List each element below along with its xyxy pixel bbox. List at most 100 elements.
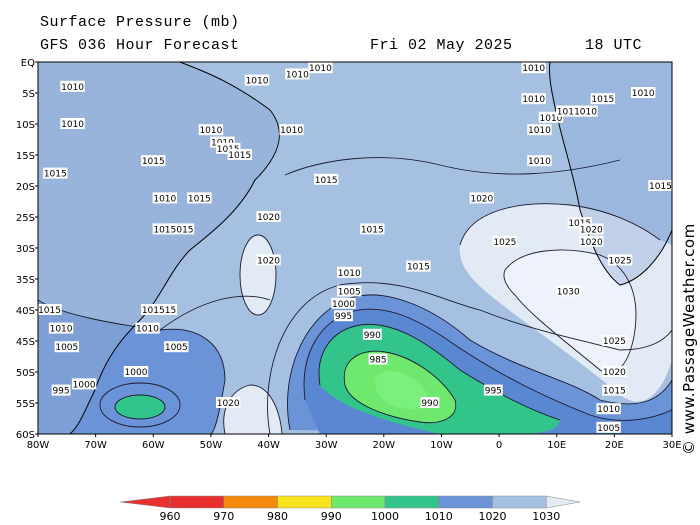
lat-tick-label: 25S — [16, 213, 35, 224]
isobar-label: 1015 — [407, 263, 430, 273]
isobar-label-bg — [607, 254, 633, 266]
isobar-label-bg — [152, 223, 177, 235]
isobar-label-bg — [420, 397, 440, 408]
isobar-label-bg — [483, 384, 503, 396]
lon-tick-label: 20E — [605, 440, 624, 451]
isobar-label: 1000 — [73, 380, 96, 390]
isobar-labels: 1015101510201020102010251030102510251020… — [38, 62, 672, 434]
colorbar-min-arrow — [119, 495, 171, 509]
isobar-label: 1005 — [597, 424, 620, 434]
isobar-label-bg — [244, 74, 270, 86]
isobar-label-bg — [60, 80, 85, 92]
colorbar-label: 980 — [267, 510, 288, 523]
forecast-label: GFS 036 Hour Forecast — [40, 37, 240, 54]
colorbar-swatch — [169, 495, 224, 509]
isobar-label-bg — [596, 421, 621, 433]
longitude-axis: 80W 70W 60W 50W 40W 30W 20W 10W 0 10E 20E 30E — [27, 434, 682, 451]
lat-tick-label: 10S — [16, 120, 35, 131]
isobar-label-bg — [123, 366, 149, 377]
isobar-label-bg — [579, 223, 604, 235]
isobar-label-bg — [406, 260, 431, 272]
isobar-label: 1010 — [574, 108, 597, 118]
coastlines — [69, 62, 672, 434]
lon-tick-label: 0 — [496, 440, 502, 451]
isobar-label-bg — [169, 223, 195, 235]
isobar-label: 1020 — [603, 368, 626, 378]
isobar-label: 1015 — [142, 157, 165, 167]
isobar-label-bg — [602, 384, 627, 396]
colorbar-max-arrow — [546, 495, 581, 509]
isobar-label-bg — [164, 341, 189, 353]
isobar-label: 1015 — [649, 182, 672, 192]
colorbar-swatch — [277, 495, 332, 509]
isobar-label-bg — [308, 62, 333, 74]
isobar-label: 1025 — [609, 256, 632, 266]
isobar-lines — [38, 157, 672, 434]
isobar-label-bg — [630, 87, 656, 98]
isobar-label-bg — [334, 310, 353, 322]
lon-tick-label: 10W — [430, 440, 453, 451]
isobar-label: 1010 — [528, 157, 551, 167]
isobar-label: 1020 — [580, 238, 603, 248]
isobar-label: 1010 — [309, 64, 332, 74]
isobar-label-bg — [285, 68, 310, 80]
isobar-label: 1010 — [338, 269, 361, 279]
isobar-label: 1010 — [136, 325, 159, 335]
colorbar-swatch — [223, 495, 278, 509]
colorbar-label: 1020 — [479, 510, 507, 523]
isobar-label-bg — [135, 322, 160, 334]
isobar-label: 1005 — [338, 287, 361, 297]
isobar-label: 1010 — [246, 77, 269, 87]
isobar-label: 1015 — [603, 387, 626, 397]
isobar-label: 1005 — [165, 343, 188, 353]
colorbar-swatch — [438, 495, 493, 509]
isobar-label-bg — [590, 93, 616, 105]
isobar-label: 1015 — [153, 225, 176, 235]
isobar-label-bg — [337, 285, 362, 297]
lon-tick-label: 10E — [547, 440, 566, 451]
isobar-label-bg — [256, 211, 281, 222]
isobar-label-bg — [337, 266, 362, 278]
pressure-colorbar: 960 970 980 990 1000 1010 1020 1030 — [119, 495, 581, 523]
isobar-label: 1015 — [315, 176, 338, 186]
isobar-label: 1020 — [470, 194, 493, 204]
isobar-label-bg — [362, 328, 382, 340]
lat-tick-label: 5S — [22, 89, 35, 100]
isobar-label: 1010 — [528, 126, 551, 136]
colorbar-label: 990 — [321, 510, 342, 523]
isobar-label: 1010 — [597, 405, 620, 415]
isobar-label-bg — [141, 155, 166, 167]
lat-tick-label: 40S — [16, 306, 35, 317]
latitude-axis: EQ 5S 10S 15S 20S 25S 30S 35S 40S 45S 50S 55S 60S — [16, 58, 38, 441]
isobar-label: 1015 — [171, 225, 194, 235]
isobar-label: 1010 — [632, 89, 655, 99]
lon-tick-label: 80W — [27, 440, 50, 451]
forecast-date: Fri 02 May 2025 — [370, 37, 513, 54]
isobar-label: 1010 — [199, 126, 222, 136]
map-title: Surface Pressure (mb) — [40, 14, 240, 31]
isobar-label: 1010 — [61, 120, 84, 130]
colorbar-swatch — [492, 495, 547, 509]
isobar-label-bg — [331, 297, 356, 309]
isobar-label-bg — [152, 192, 177, 204]
lon-tick-label: 40W — [257, 440, 280, 451]
isobar-label: 1010 — [61, 83, 84, 93]
colorbar-swatch — [384, 495, 439, 509]
isobar-label: 1010 — [153, 194, 176, 204]
isobar-label: 1015 — [142, 306, 165, 316]
isobar-label: 1015 — [591, 95, 614, 105]
lat-tick-label: 60S — [16, 430, 35, 441]
isobar-label: 1010 — [280, 126, 303, 136]
isobar-label-bg — [256, 254, 281, 266]
isobar-label-bg — [648, 180, 672, 191]
isobar-label-bg — [60, 118, 85, 129]
isobar-label: 1020 — [217, 399, 240, 409]
colorbar-label: 1010 — [425, 510, 453, 523]
isobar-label: 1025 — [603, 337, 626, 347]
lat-tick-label: 20S — [16, 182, 35, 193]
colorbar-label: 970 — [213, 510, 234, 523]
isobar-label-bg — [527, 124, 552, 136]
isobar-label-bg — [573, 105, 598, 117]
lat-tick-label: 15S — [16, 151, 35, 162]
